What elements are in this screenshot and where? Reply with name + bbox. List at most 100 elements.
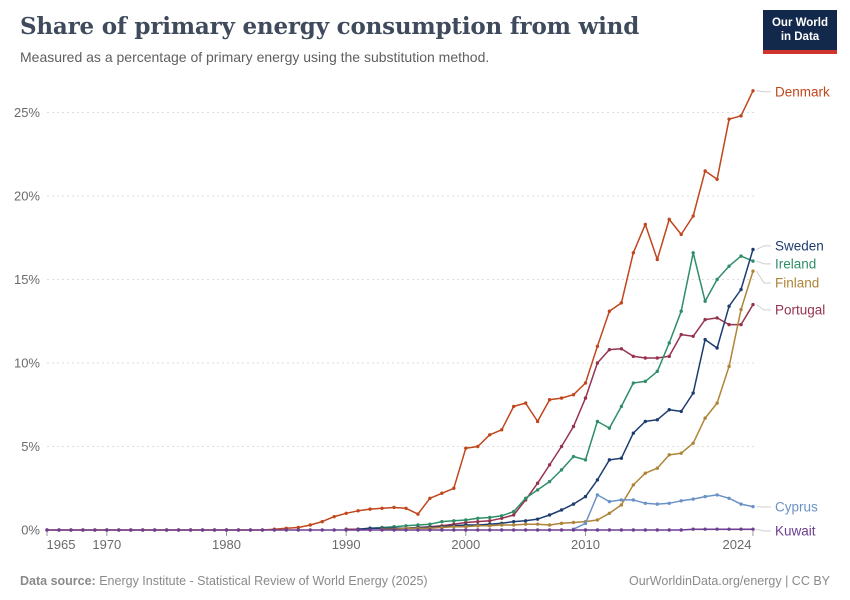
series-label-portugal[interactable]: Portugal <box>775 302 825 317</box>
point-kuwait-1977 <box>188 528 193 532</box>
point-finland-2020 <box>703 416 707 420</box>
point-kuwait-1972 <box>129 528 133 532</box>
label-connector-portugal <box>756 304 771 311</box>
point-finland-2009 <box>571 520 576 525</box>
point-sweden-2010 <box>583 494 588 499</box>
series-label-denmark[interactable]: Denmark <box>775 84 830 99</box>
point-kuwait-2007 <box>547 528 552 532</box>
y-axis-label-25%: 25% <box>14 105 40 120</box>
point-ireland-2022 <box>727 264 731 268</box>
point-portugal-2023 <box>739 322 743 327</box>
point-ireland-2009 <box>571 454 576 459</box>
point-ireland-2011 <box>595 419 600 424</box>
point-cyprus-2022 <box>727 496 731 500</box>
point-kuwait-1983 <box>260 528 265 532</box>
line-denmark <box>46 90 754 531</box>
point-denmark-2007 <box>547 398 552 402</box>
point-kuwait-1974 <box>152 528 157 532</box>
point-ireland-1997 <box>428 522 432 526</box>
owid-url-link[interactable]: OurWorldinData.org/energy <box>628 574 782 588</box>
point-sweden-2020 <box>703 337 707 342</box>
point-cyprus-2023 <box>739 502 743 506</box>
series-label-ireland[interactable]: Ireland <box>775 256 816 271</box>
label-connector-finland <box>756 270 771 284</box>
point-finland-2022 <box>727 364 731 369</box>
point-portugal-2024 <box>751 302 755 307</box>
point-kuwait-2016 <box>655 528 659 532</box>
point-denmark-2000 <box>464 446 468 450</box>
chart-header: Share of primary energy consumption from… <box>20 13 760 65</box>
point-ireland-2010 <box>583 458 588 462</box>
point-sweden-2022 <box>727 304 731 308</box>
series-ireland: Ireland <box>368 251 816 531</box>
point-denmark-2018 <box>679 232 683 237</box>
point-ireland-2014 <box>631 381 636 385</box>
point-denmark-1994 <box>392 505 396 510</box>
point-cyprus-2024 <box>751 504 755 509</box>
y-axis-label-0%: 0% <box>21 523 40 538</box>
series-label-finland[interactable]: Finland <box>775 275 819 290</box>
point-finland-2007 <box>547 523 552 527</box>
series-label-cyprus[interactable]: Cyprus <box>775 500 818 515</box>
data-source-note: Data source: Energy Institute - Statisti… <box>20 574 428 588</box>
point-finland-2019 <box>691 441 695 445</box>
point-ireland-2016 <box>655 369 659 374</box>
point-cyprus-2019 <box>691 497 695 501</box>
series-kuwait: Kuwait <box>45 523 816 538</box>
point-kuwait-2023 <box>739 527 743 531</box>
point-portugal-2008 <box>559 444 564 449</box>
point-kuwait-1984 <box>272 528 277 532</box>
point-ireland-2002 <box>488 515 492 520</box>
series-label-kuwait[interactable]: Kuwait <box>775 523 816 538</box>
point-sweden-2007 <box>547 513 552 517</box>
chart-subtitle: Measured as a percentage of primary ener… <box>20 48 490 65</box>
footer-separator: | <box>781 574 792 588</box>
point-denmark-1999 <box>452 486 456 490</box>
point-portugal-2001 <box>476 519 480 524</box>
point-kuwait-2012 <box>607 528 612 532</box>
point-denmark-1991 <box>356 509 360 513</box>
point-ireland-2000 <box>464 518 468 522</box>
point-ireland-2007 <box>547 479 552 484</box>
point-denmark-1992 <box>368 507 372 511</box>
point-kuwait-1989 <box>332 528 336 532</box>
point-kuwait-2014 <box>631 528 636 532</box>
point-kuwait-1979 <box>212 528 217 532</box>
point-finland-2024 <box>751 269 755 273</box>
point-kuwait-1990 <box>344 528 348 532</box>
point-denmark-2023 <box>739 114 743 118</box>
point-kuwait-1970 <box>105 528 109 532</box>
point-finland-2000 <box>464 524 468 529</box>
point-portugal-2000 <box>464 520 468 525</box>
point-cyprus-2014 <box>631 498 636 502</box>
point-sweden-2019 <box>691 391 695 395</box>
license-link[interactable]: CC BY <box>791 574 830 588</box>
point-finland-2003 <box>500 523 504 527</box>
point-finland-2006 <box>535 522 540 526</box>
point-denmark-2017 <box>667 217 671 222</box>
point-portugal-2021 <box>715 316 719 320</box>
point-finland-2005 <box>523 522 528 526</box>
point-finland-1999 <box>452 524 456 529</box>
series-label-sweden[interactable]: Sweden <box>775 238 824 253</box>
line-portugal <box>345 303 754 530</box>
point-finland-2002 <box>488 524 492 528</box>
label-connector-denmark <box>756 90 771 93</box>
point-denmark-2015 <box>643 222 648 227</box>
owid-logo[interactable]: Our World in Data <box>763 10 837 54</box>
point-portugal-2014 <box>631 354 636 359</box>
point-finland-2001 <box>476 524 480 528</box>
point-ireland-2001 <box>476 516 480 521</box>
point-kuwait-1981 <box>236 528 241 532</box>
point-denmark-2008 <box>559 396 564 400</box>
x-axis-label-1980: 1980 <box>212 537 241 552</box>
point-cyprus-2015 <box>643 501 648 505</box>
point-denmark-2011 <box>595 344 600 348</box>
x-axis-label-1990: 1990 <box>332 537 361 552</box>
point-finland-2021 <box>715 401 719 405</box>
point-denmark-2004 <box>511 404 516 409</box>
point-cyprus-2016 <box>655 502 659 506</box>
point-denmark-1988 <box>320 519 324 524</box>
point-ireland-2021 <box>715 277 719 282</box>
